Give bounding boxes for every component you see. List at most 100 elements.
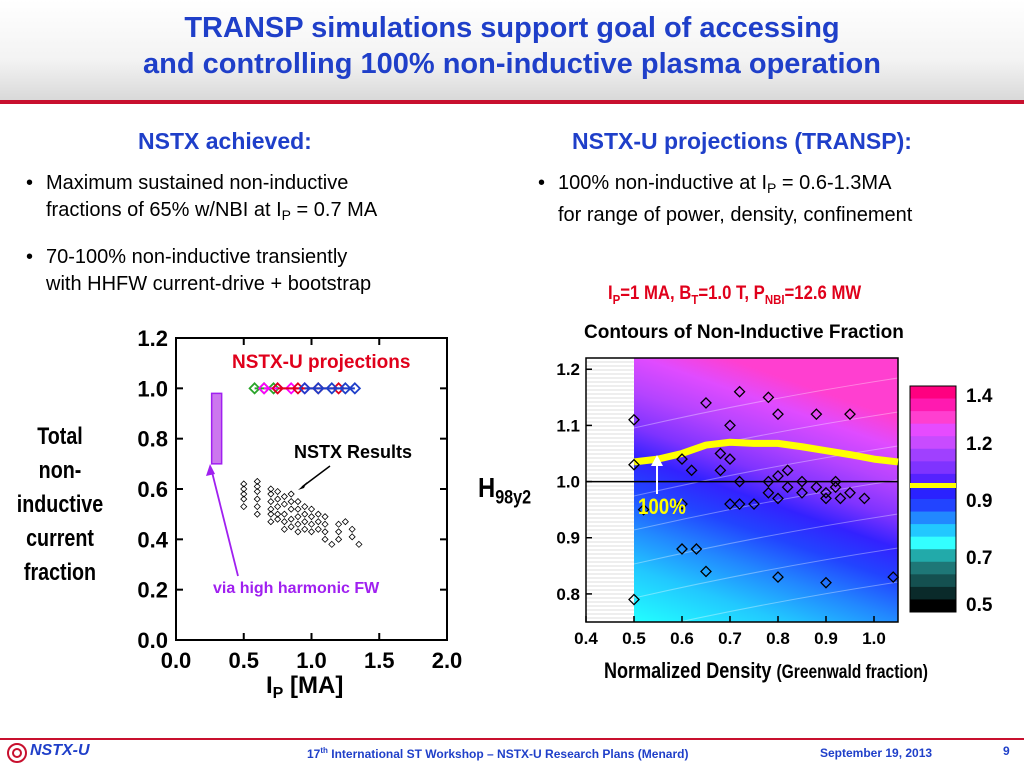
nstx-result-point — [280, 525, 288, 533]
nstx-result-point — [240, 480, 248, 488]
title-line-1: TRANSP simulations support goal of acces… — [184, 12, 840, 44]
page-number: 9 — [1003, 744, 1010, 758]
left-bullet-2-line-a: 70-100% non-inductive transiently — [46, 246, 348, 268]
nstx-result-point — [301, 518, 309, 526]
slide-title: TRANSP simulations support goal of acces… — [0, 10, 1024, 82]
colorbar-tick-label: 1.2 — [966, 434, 992, 455]
condition-label: IP=1 MA, BT=1.0 T, PNBI=12.6 MW — [608, 283, 861, 307]
contour-point — [844, 486, 856, 499]
right-bullet-1-line-b: for range of power, density, confinement — [558, 204, 913, 226]
y-tick-label: 0.2 — [137, 578, 168, 603]
cond-b: =1 MA, B — [620, 283, 692, 304]
contour-point — [810, 408, 823, 421]
ylabel-sub: 98y2 — [495, 487, 532, 509]
x-tick-label: 1.5 — [364, 648, 395, 673]
right-chart-frame — [585, 357, 899, 623]
nstx-result-point — [274, 503, 282, 511]
contour-point — [820, 492, 832, 505]
colorbar-band — [910, 499, 956, 513]
footer-logo-text: NSTX-U — [30, 742, 90, 759]
x-tick-label: 0.5 — [622, 629, 646, 648]
title-line-2: and controlling 100% non-inductive plasm… — [143, 48, 881, 80]
nstx-result-point — [253, 510, 261, 518]
nstx-result-point — [240, 490, 248, 498]
ylabel-line: Total — [37, 423, 83, 450]
curve-100-percent — [633, 438, 899, 466]
ylabel-line: inductive — [16, 491, 104, 518]
hhfw-arrow-head — [206, 464, 215, 476]
left-bullet-1-value: = 0.7 MA — [291, 199, 378, 221]
contour-point — [714, 447, 727, 460]
workshop-num: 17 — [307, 747, 321, 761]
workshop-text: International ST Workshop – NSTX-U Resea… — [327, 747, 689, 761]
contour-line — [633, 479, 899, 531]
contour-point — [690, 543, 703, 555]
contour-point — [829, 475, 842, 488]
nstx-result-point — [301, 503, 309, 511]
colorbar-band — [910, 574, 956, 588]
x-tick-label: 0.5 — [228, 648, 259, 673]
left-chart-xlabel: IP [MA] — [266, 672, 343, 703]
nstx-result-point — [274, 495, 282, 503]
nstx-result-point — [348, 525, 356, 533]
left-bullet-2: • 70-100% non-inductive transiently with… — [26, 244, 371, 298]
colorbar-tick-label: 0.9 — [966, 491, 992, 512]
nstx-result-point — [287, 505, 295, 513]
nstx-result-point — [267, 490, 275, 498]
y-tick-label: 1.0 — [137, 376, 168, 401]
nstx-result-point — [328, 540, 336, 548]
nstx-result-point — [301, 510, 309, 518]
contour-point — [772, 571, 784, 583]
contour-point — [796, 475, 808, 488]
nstx-result-point — [253, 477, 261, 486]
y-tick-label: 0.8 — [556, 585, 580, 604]
ylabel-line: fraction — [23, 559, 97, 586]
nstx-logo-icon — [7, 743, 27, 763]
contour-point — [781, 464, 794, 477]
contour-point — [700, 397, 712, 409]
colorbar-band — [910, 486, 956, 500]
nstx-result-point — [321, 535, 329, 543]
left-bullet-1-text: fractions of 65% w/NBI at I — [46, 199, 282, 221]
y-tick-label: 1.0 — [556, 473, 580, 492]
nstx-result-point — [253, 495, 261, 503]
colorbar-band — [910, 561, 956, 575]
ylabel-line: current — [26, 525, 94, 552]
y-tick-label: 0.0 — [137, 628, 168, 653]
x-tick-label: 0.6 — [670, 629, 694, 648]
projection-point — [248, 382, 261, 395]
colorbar-band — [910, 586, 956, 600]
nstx-result-point — [287, 498, 295, 506]
contour-point — [772, 492, 784, 505]
contour-title: Contours of Non-Inductive Fraction — [584, 322, 904, 343]
nstx-result-point — [253, 482, 261, 491]
xlabel-sub: P — [272, 685, 284, 702]
x-tick-label: 1.0 — [862, 629, 886, 648]
right-heading: NSTX-U projections (TRANSP): — [572, 128, 912, 154]
nstx-result-point — [240, 485, 248, 493]
nstx-result-point — [240, 495, 248, 503]
right-bullet-1-text: 100% non-inductive at I — [558, 172, 768, 194]
bullet-dot: • — [26, 246, 34, 268]
contour-point — [844, 408, 856, 421]
x-tick-label: 0.0 — [161, 648, 192, 673]
nstx-results-label: NSTX Results — [294, 442, 413, 462]
contour-point — [676, 543, 688, 555]
footer-workshop: 17th International ST Workshop – NSTX-U … — [307, 746, 688, 761]
contour-point — [781, 481, 794, 494]
xlabel-suffix: (Greenwald fraction) — [776, 662, 928, 683]
colorbar-band — [910, 411, 956, 425]
colorbar-tick-label: 0.7 — [966, 548, 992, 569]
y-tick-label: 0.4 — [137, 527, 168, 552]
contour-point — [762, 391, 775, 404]
contour-point — [637, 503, 650, 516]
contour-point — [748, 498, 760, 510]
y-tick-label: 0.6 — [137, 477, 168, 502]
nstx-result-point — [280, 492, 288, 501]
contour-point — [762, 475, 775, 488]
xlabel-text: Normalized Density — [604, 658, 772, 683]
y-tick-label: 0.8 — [137, 427, 168, 452]
contour-point — [820, 486, 832, 499]
hhfw-arrow — [211, 471, 239, 577]
